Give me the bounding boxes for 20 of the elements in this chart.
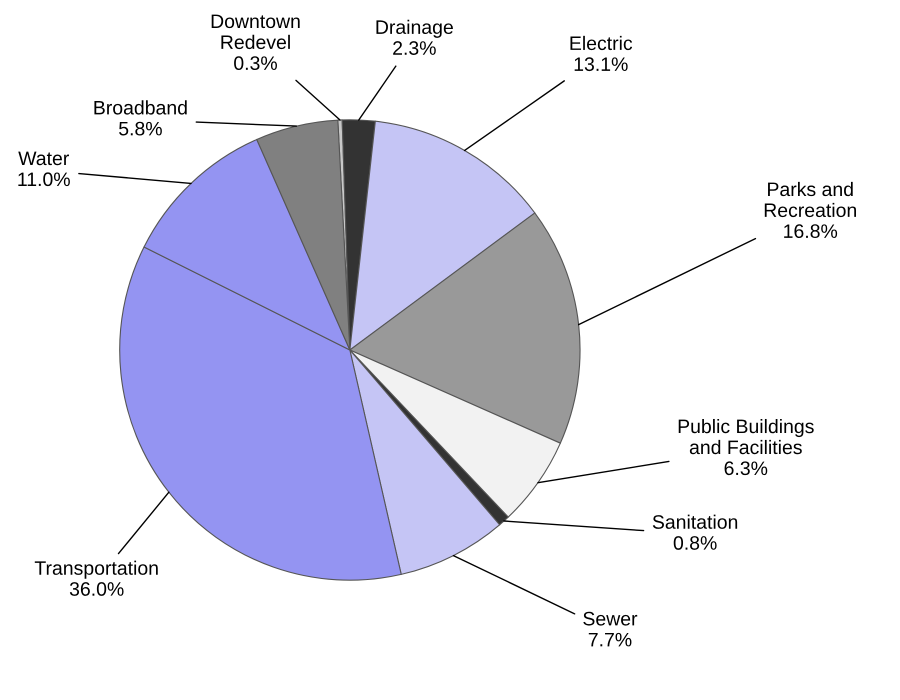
data-label: 7.7% (588, 632, 632, 646)
data-label: 2.3% (393, 41, 436, 55)
slice-label: Water (18, 152, 69, 166)
data-label: 13.1% (574, 57, 628, 72)
slice-label: Drainage (376, 20, 453, 38)
data-label: 11.0% (18, 172, 70, 186)
slice-label: Transportation (34, 560, 158, 579)
data-label: 5.8% (119, 122, 162, 136)
data-label: 6.3% (724, 461, 768, 476)
slice-label: Sanitation (652, 514, 738, 529)
slice-label: Parks and Recreation (764, 182, 856, 218)
data-label: 0.8% (674, 536, 717, 550)
data-label: 0.3% (234, 56, 277, 70)
slice-label: Broadband (94, 100, 187, 115)
data-label: 36.0% (70, 582, 124, 596)
data-label: 16.8% (784, 224, 838, 238)
slice-label: Sewer (583, 612, 638, 626)
slice-label: Electric (570, 36, 632, 50)
slice-label: Public Buildings and Facilities (678, 418, 814, 454)
slice-label: Downtown Redevel (212, 14, 300, 50)
